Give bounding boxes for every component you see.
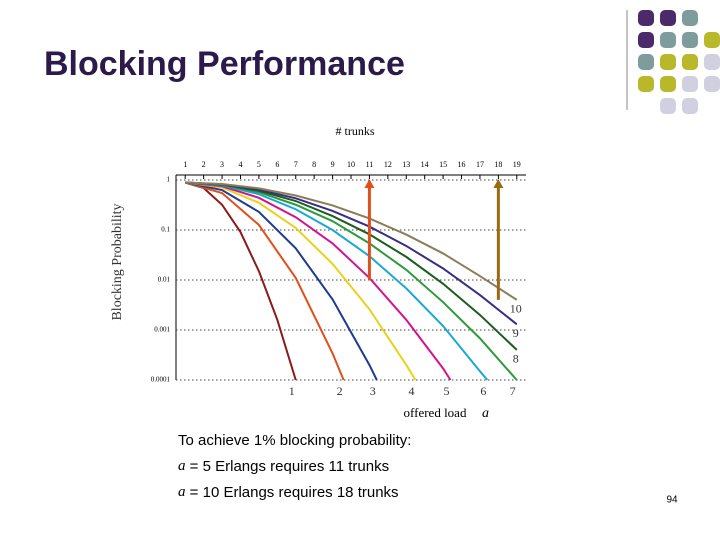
y-tick-label: 0.01: [158, 276, 171, 284]
y-tick-label: 0.0001: [151, 376, 171, 384]
y-tick-label: 0.1: [161, 226, 170, 234]
curve: [185, 181, 378, 381]
curve-label: 4: [408, 384, 414, 398]
x-tick-label: 4: [238, 160, 242, 169]
curve: [185, 181, 417, 381]
x-tick-label: 9: [331, 160, 335, 169]
curve: [185, 181, 489, 381]
x-tick-label: 2: [202, 160, 206, 169]
x-tick-label: 6: [275, 160, 279, 169]
x-tick-label: 18: [494, 160, 502, 169]
curve-label: 9: [513, 326, 519, 340]
text-line: a = 10 Erlangs requires 18 trunks: [178, 484, 399, 501]
x-tick-label: 14: [421, 160, 429, 169]
y-axis-label: Blocking Probability: [110, 203, 125, 320]
x-axis-label: offered load: [404, 405, 467, 420]
curve: [185, 181, 452, 381]
curve-label: 3: [370, 384, 376, 398]
x-tick-label: 13: [402, 160, 410, 169]
y-tick-label: 0.001: [154, 326, 170, 334]
x-tick-label: 17: [476, 160, 484, 169]
curve-label: 1: [289, 384, 295, 398]
curve-label: 6: [480, 384, 486, 398]
x-tick-label: 19: [513, 160, 521, 169]
curve-label: 2: [337, 384, 343, 398]
text-heading: To achieve 1% blocking probability:: [178, 432, 411, 449]
x-tick-label: 12: [384, 160, 392, 169]
curve-label: 8: [513, 352, 519, 366]
decoration: [638, 10, 720, 114]
curve-label: 7: [510, 384, 516, 398]
top-axis-label: # trunks: [336, 124, 375, 138]
x-tick-label: 1: [183, 160, 187, 169]
x-tick-label: 3: [220, 160, 224, 169]
curve-label: 5: [443, 384, 449, 398]
curve: [184, 181, 345, 381]
x-tick-label: 8: [312, 160, 316, 169]
arrow-head: [364, 179, 375, 188]
x-tick-label: 15: [439, 160, 447, 169]
slide-title: Blocking Performance: [44, 45, 405, 83]
text-line: a = 5 Erlangs requires 11 trunks: [178, 458, 389, 475]
curve: [185, 181, 518, 301]
x-tick-label: 11: [366, 160, 374, 169]
curve: [184, 181, 297, 381]
x-tick-label: 16: [458, 160, 466, 169]
curve-label: 10: [510, 302, 522, 316]
page-number: 94: [666, 495, 678, 506]
x-axis-var: a: [482, 406, 489, 421]
arrow-head: [493, 179, 504, 188]
x-tick-label: 7: [294, 160, 298, 169]
x-tick-label: 10: [347, 160, 355, 169]
x-tick-label: 5: [257, 160, 261, 169]
y-tick-label: 1: [167, 176, 171, 184]
